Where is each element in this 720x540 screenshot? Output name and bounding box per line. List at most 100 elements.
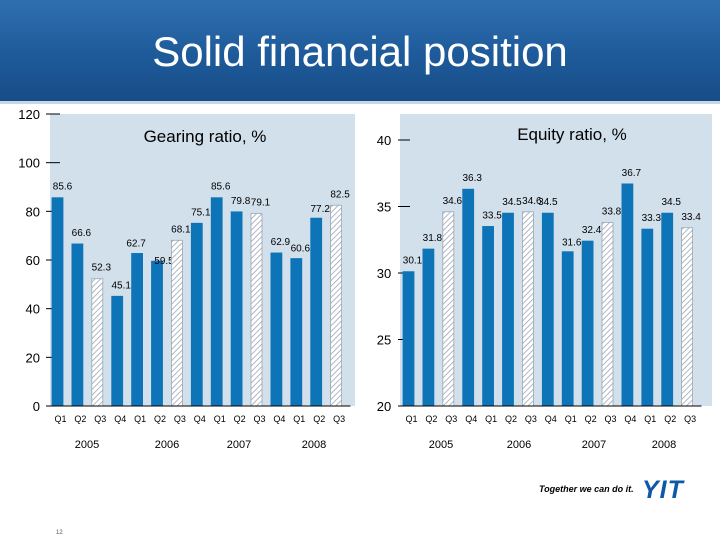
equity-data-label: 34.6 [522, 196, 542, 207]
equity-category-label: Q3 [445, 414, 457, 424]
gearing-bar [310, 217, 323, 407]
gearing-bar [330, 204, 343, 407]
gearing-bar [131, 253, 144, 407]
equity-bar [661, 212, 674, 407]
gearing-ytick-label: 0 [33, 399, 40, 414]
equity-bar [442, 211, 455, 407]
equity-chart-title: Equity ratio, % [517, 125, 627, 144]
gearing-category-label: Q1 [134, 414, 146, 424]
equity-data-label: 33.5 [482, 210, 502, 221]
gearing-category-label: Q3 [94, 414, 106, 424]
gearing-data-label: 66.6 [72, 228, 92, 239]
equity-bar [641, 228, 654, 407]
gearing-data-label: 79.8 [231, 196, 251, 207]
equity-data-label: 34.5 [661, 197, 681, 208]
page-number: 12 [56, 530, 63, 536]
equity-ytick-label: 20 [377, 399, 391, 414]
equity-bar [402, 271, 415, 407]
equity-data-label: 31.8 [423, 233, 443, 244]
equity-data-label: 33.3 [642, 213, 662, 224]
equity-year-label: 2007 [582, 439, 606, 451]
equity-category-label: Q1 [644, 414, 656, 424]
equity-bar [601, 222, 614, 407]
gearing-ytick-label: 60 [26, 253, 40, 268]
gearing-category-label: Q1 [293, 414, 305, 424]
equity-category-label: Q3 [684, 414, 696, 424]
gearing-data-label: 82.5 [330, 189, 350, 200]
gearing-category-label: Q1 [54, 414, 66, 424]
gearing-data-label: 85.6 [211, 182, 231, 193]
equity-bar [681, 227, 693, 407]
gearing-ytick-label: 40 [26, 302, 40, 317]
gearing-category-label: Q2 [313, 414, 325, 424]
gearing-bar [230, 211, 243, 407]
gearing-bar [190, 222, 203, 407]
gearing-chart-title: Gearing ratio, % [144, 127, 267, 146]
gearing-category-label: Q3 [174, 414, 186, 424]
gearing-year-label: 2008 [302, 439, 326, 451]
equity-bar [621, 183, 634, 407]
equity-data-label: 31.6 [562, 238, 582, 249]
equity-bar [581, 240, 594, 407]
gearing-bar [71, 243, 84, 407]
gearing-year-label: 2006 [155, 439, 179, 451]
gearing-ytick-label: 120 [18, 107, 40, 122]
slide-title: Solid financial position [152, 28, 568, 75]
gearing-category-label: Q3 [333, 414, 345, 424]
gearing-category-label: Q4 [273, 414, 285, 424]
equity-bar [422, 248, 435, 407]
equity-data-label: 33.8 [602, 206, 622, 217]
gearing-category-label: Q1 [214, 414, 226, 424]
equity-category-label: Q4 [465, 414, 477, 424]
gearing-bar [111, 295, 124, 407]
equity-ytick-label: 25 [377, 333, 391, 348]
gearing-bar [91, 278, 104, 407]
equity-category-label: Q2 [425, 414, 437, 424]
equity-ytick-label: 30 [377, 266, 391, 281]
equity-data-label: 34.6 [443, 196, 463, 207]
equity-category-label: Q3 [525, 414, 537, 424]
gearing-bar [250, 213, 263, 407]
gearing-data-label: 68.1 [171, 224, 191, 235]
gearing-category-label: Q4 [194, 414, 206, 424]
gearing-ratio-chart: 0 20 40 60 80 100 120 85.6 Q1 66.6 Q2 52.3 Q3 45.1 Q4 6… [18, 107, 351, 451]
header-bar: Solid financial position [0, 0, 720, 101]
gearing-ytick-label: 20 [26, 350, 40, 365]
gearing-data-label: 75.1 [191, 207, 211, 218]
gearing-category-label: Q2 [154, 414, 166, 424]
equity-year-label: 2005 [429, 439, 453, 451]
tagline: Together we can do it. [539, 484, 634, 494]
equity-ratio-chart: 20 25 30 35 40 30.1 Q1 31.8 Q2 34.6 Q3 36.3 Q4 33.5 Q1… [377, 133, 702, 451]
gearing-data-label: 62.7 [126, 238, 146, 249]
equity-data-label: 36.7 [622, 168, 642, 179]
gearing-data-label: 45.1 [111, 280, 131, 291]
gearing-bar [290, 258, 303, 407]
equity-year-label: 2008 [652, 439, 676, 451]
equity-category-label: Q2 [664, 414, 676, 424]
equity-bar [522, 211, 534, 407]
equity-data-label: 34.5 [538, 197, 558, 208]
equity-bar [541, 212, 554, 407]
equity-data-label: 30.1 [403, 256, 423, 267]
gearing-year-label: 2007 [227, 439, 251, 451]
equity-year-label: 2006 [507, 439, 531, 451]
header-divider [0, 101, 720, 104]
gearing-bar [170, 239, 183, 407]
equity-category-label: Q4 [545, 414, 557, 424]
equity-bar [561, 251, 574, 407]
gearing-data-label: 77.2 [310, 204, 330, 215]
gearing-bar [270, 252, 283, 407]
equity-category-label: Q3 [604, 414, 616, 424]
gearing-category-label: Q3 [253, 414, 265, 424]
gearing-bar [210, 197, 223, 407]
gearing-data-label: 79.1 [251, 198, 271, 209]
equity-category-label: Q1 [485, 414, 497, 424]
gearing-data-label: 52.3 [92, 263, 112, 274]
equity-category-label: Q4 [624, 414, 636, 424]
gearing-ytick-label: 100 [18, 156, 40, 171]
gearing-data-label: 60.6 [291, 244, 311, 255]
gearing-bar [51, 197, 64, 407]
equity-data-label: 33.4 [681, 212, 701, 223]
gearing-category-label: Q2 [74, 414, 86, 424]
gearing-data-label: 59.5 [154, 256, 174, 267]
